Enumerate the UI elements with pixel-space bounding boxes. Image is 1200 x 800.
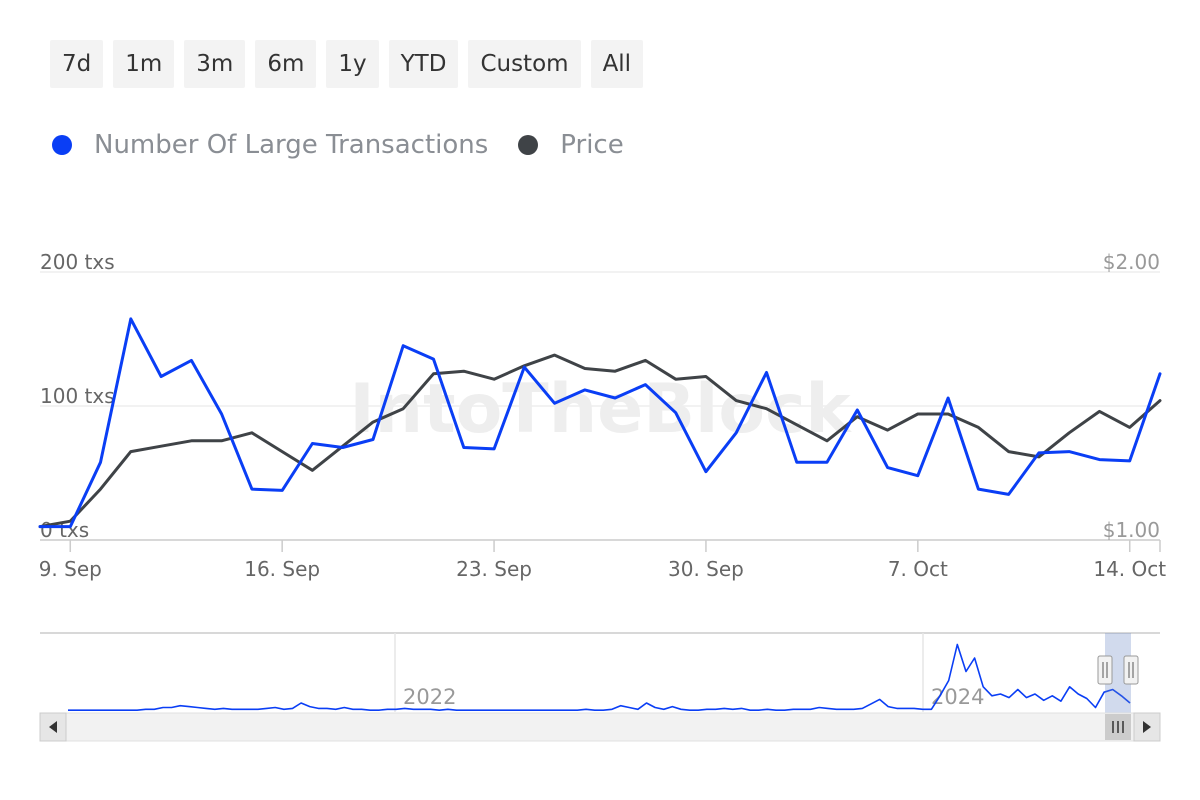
navigator-left-handle[interactable] bbox=[1097, 655, 1113, 685]
x-axis: 9. Sep 16. Sep 23. Sep 30. Sep 7. Oct 14. Oct bbox=[39, 540, 1166, 581]
x-tick-label: 30. Sep bbox=[668, 557, 744, 581]
range-1m-button[interactable]: 1m bbox=[113, 40, 175, 88]
series-line-large-transactions bbox=[38, 317, 1162, 529]
x-tick-label: 16. Sep bbox=[244, 557, 320, 581]
navigator-selection[interactable] bbox=[1097, 633, 1139, 713]
scroll-right-arrow-icon bbox=[1143, 721, 1151, 733]
navigator: 2022 2024 bbox=[40, 632, 1160, 713]
x-tick-label: 9. Sep bbox=[39, 557, 102, 581]
scrollbar-thumb[interactable] bbox=[1105, 714, 1131, 740]
legend-label-price: Price bbox=[560, 130, 624, 160]
navigator-right-handle[interactable] bbox=[1123, 655, 1139, 685]
scroll-left-arrow-icon bbox=[49, 721, 57, 733]
plot-series bbox=[38, 317, 1162, 529]
range-7d-button[interactable]: 7d bbox=[50, 40, 104, 88]
chart-legend: Number Of Large Transactions Price bbox=[52, 130, 654, 160]
grid-lines bbox=[40, 271, 1160, 541]
x-tick-label: 14. Oct bbox=[1093, 557, 1166, 581]
legend-label-large-transactions: Number Of Large Transactions bbox=[94, 130, 489, 160]
range-selector: 7d 1m 3m 6m 1y YTD Custom All bbox=[50, 40, 644, 88]
y-left-tick-label: 100 txs bbox=[40, 384, 115, 408]
range-custom-button[interactable]: Custom bbox=[468, 40, 581, 88]
navigator-grid: 2022 2024 bbox=[394, 633, 984, 712]
legend-item-price[interactable]: Price bbox=[518, 130, 624, 160]
range-1y-button[interactable]: 1y bbox=[326, 40, 379, 88]
navigator-line bbox=[68, 643, 1131, 712]
navigator-year-label: 2022 bbox=[403, 685, 456, 709]
series-line-price bbox=[38, 353, 1162, 529]
legend-dot-large-transactions bbox=[52, 135, 72, 155]
range-all-button[interactable]: All bbox=[590, 40, 644, 88]
scrollbar[interactable] bbox=[39, 712, 1161, 742]
navigator-series bbox=[68, 643, 1131, 712]
legend-item-large-transactions[interactable]: Number Of Large Transactions bbox=[52, 130, 488, 160]
range-ytd-button[interactable]: YTD bbox=[388, 40, 459, 88]
range-3m-button[interactable]: 3m bbox=[184, 40, 246, 88]
y-right-tick-label: $1.00 bbox=[1103, 518, 1160, 542]
scrollbar-track[interactable] bbox=[39, 712, 1161, 742]
x-tick-label: 23. Sep bbox=[456, 557, 532, 581]
y-right-tick-label: $2.00 bbox=[1103, 250, 1160, 274]
legend-dot-price bbox=[518, 135, 539, 155]
range-6m-button[interactable]: 6m bbox=[255, 40, 317, 88]
x-tick-label: 7. Oct bbox=[888, 557, 948, 581]
y-axis-right: $1.00 $2.00 bbox=[1103, 250, 1160, 542]
y-left-tick-label: 200 txs bbox=[40, 250, 115, 274]
